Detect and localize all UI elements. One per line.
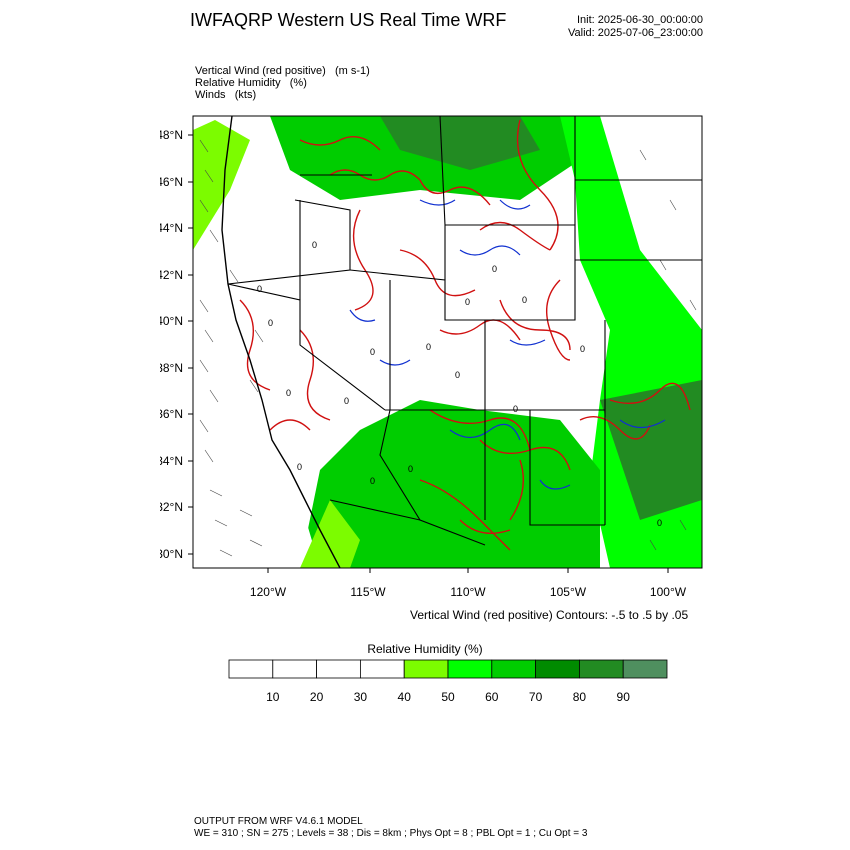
colorbar-box	[273, 660, 317, 678]
lat-label: 48°N	[160, 128, 183, 142]
valid-time: Valid: 2025-07-06_23:00:00	[560, 27, 703, 40]
contour-label: 0	[465, 297, 470, 307]
contour-label: 0	[455, 370, 460, 380]
colorbar-box	[229, 660, 273, 678]
colorbar-label: 20	[310, 690, 324, 704]
lat-label: 40°N	[160, 314, 183, 328]
field-list: Vertical Wind (red positive) (m s-1) Rel…	[195, 65, 370, 101]
lat-label: 32°N	[160, 500, 183, 514]
lat-label: 42°N	[160, 268, 183, 282]
lon-label: 100°W	[650, 585, 687, 599]
lat-label: 36°N	[160, 407, 183, 421]
run-times: Init: 2025-06-30_00:00:00 Valid: 2025-07…	[560, 14, 703, 40]
colorbar-boxes	[229, 660, 667, 678]
contour-label: 0	[492, 264, 497, 274]
colorbar-box	[448, 660, 492, 678]
lon-label: 120°W	[250, 585, 287, 599]
colorbar-box	[360, 660, 404, 678]
colorbar-label: 80	[573, 690, 587, 704]
contour-label: 0	[513, 404, 518, 414]
humidity-colorbar: 10 20 30 40 50 60 70 80 90	[228, 659, 668, 709]
colorbar-box	[536, 660, 580, 678]
field-relative-humidity: Relative Humidity (%)	[195, 77, 370, 89]
contour-label: 0	[370, 476, 375, 486]
lat-labels: 48°N 46°N 44°N 42°N 40°N 38°N 36°N 34°N …	[160, 128, 183, 561]
lat-label: 30°N	[160, 547, 183, 561]
colorbar-box	[492, 660, 536, 678]
lon-label: 110°W	[450, 585, 486, 599]
contour-label: 0	[580, 344, 585, 354]
lon-labels: 120°W 115°W 110°W 105°W 100°W	[250, 585, 687, 599]
contour-label: 0	[257, 284, 262, 294]
contour-label: 0	[522, 295, 527, 305]
contour-note: Vertical Wind (red positive) Contours: -…	[410, 608, 688, 622]
lon-label: 105°W	[550, 585, 587, 599]
colorbar-label: 50	[441, 690, 455, 704]
field-vertical-wind: Vertical Wind (red positive) (m s-1)	[195, 65, 370, 77]
lat-label: 38°N	[160, 361, 183, 375]
contour-label: 0	[268, 318, 273, 328]
contour-label: 0	[408, 464, 413, 474]
contour-label: 0	[312, 240, 317, 250]
init-time: Init: 2025-06-30_00:00:00	[560, 14, 703, 27]
footer-line-1: OUTPUT FROM WRF V4.6.1 MODEL	[194, 816, 587, 828]
lat-label: 34°N	[160, 454, 183, 468]
contour-label: 0	[297, 462, 302, 472]
colorbar-box	[623, 660, 667, 678]
lon-label: 115°W	[350, 585, 386, 599]
colorbar-box	[404, 660, 448, 678]
lat-label: 44°N	[160, 221, 183, 235]
map-plot: 0 0 0 0 0 0 0 0 0 0 0 0 0 0 0 0 0 48°N 4…	[160, 110, 720, 600]
colorbar-label: 60	[485, 690, 499, 704]
field-winds: Winds (kts)	[195, 89, 370, 101]
colorbar-label: 30	[354, 690, 368, 704]
colorbar-label: 40	[398, 690, 412, 704]
colorbar-label: 90	[617, 690, 631, 704]
footer-line-2: WE = 310 ; SN = 275 ; Levels = 38 ; Dis …	[194, 828, 587, 840]
contour-label: 0	[344, 396, 349, 406]
colorbar-labels: 10 20 30 40 50 60 70 80 90	[266, 690, 630, 704]
map-fields: 0 0 0 0 0 0 0 0 0 0 0 0 0 0 0 0 0	[193, 116, 702, 568]
lat-label: 46°N	[160, 175, 183, 189]
contour-label: 0	[657, 518, 662, 528]
model-footer: OUTPUT FROM WRF V4.6.1 MODEL WE = 310 ; …	[194, 816, 587, 840]
colorbar-label: 70	[529, 690, 543, 704]
page-title: IWFAQRP Western US Real Time WRF	[190, 10, 506, 31]
colorbar-box	[317, 660, 361, 678]
colorbar-box	[579, 660, 623, 678]
contour-label: 0	[370, 347, 375, 357]
contour-label: 0	[286, 388, 291, 398]
colorbar-title: Relative Humidity (%)	[0, 642, 850, 656]
contour-label: 0	[426, 342, 431, 352]
colorbar-label: 10	[266, 690, 280, 704]
